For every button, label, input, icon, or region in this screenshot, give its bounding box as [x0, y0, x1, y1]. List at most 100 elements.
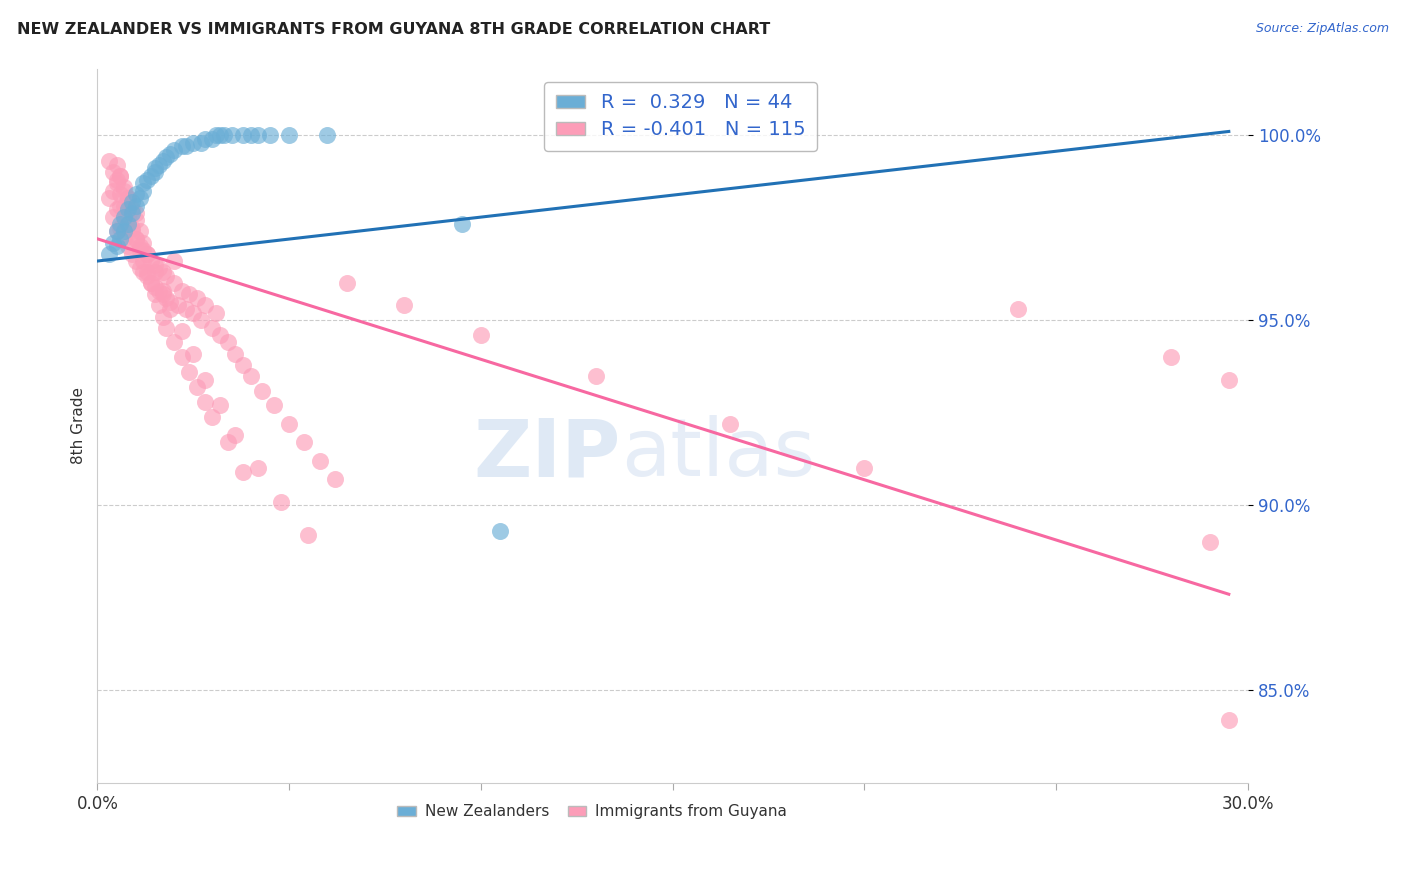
Point — [152, 154, 174, 169]
Point — [316, 128, 339, 143]
Point — [278, 417, 301, 431]
Point — [181, 346, 204, 360]
Point — [139, 254, 162, 268]
Point — [186, 291, 208, 305]
Point — [112, 184, 135, 198]
Point — [112, 198, 135, 212]
Point — [101, 210, 124, 224]
Point — [132, 235, 155, 250]
Point — [125, 213, 148, 227]
Point — [112, 180, 135, 194]
Point — [209, 399, 232, 413]
Point — [105, 224, 128, 238]
Point — [143, 165, 166, 179]
Point — [247, 128, 270, 143]
Point — [155, 291, 177, 305]
Point — [323, 473, 346, 487]
Point — [174, 302, 197, 317]
Point — [179, 365, 201, 379]
Point — [1007, 302, 1029, 317]
Point — [105, 176, 128, 190]
Point — [209, 328, 232, 343]
Point — [585, 368, 607, 383]
Point — [450, 217, 472, 231]
Point — [259, 128, 281, 143]
Point — [132, 184, 155, 198]
Point — [121, 246, 143, 260]
Point — [1160, 351, 1182, 365]
Point — [336, 277, 359, 291]
Point — [110, 169, 132, 183]
Point — [232, 128, 254, 143]
Point — [117, 191, 139, 205]
Point — [308, 454, 330, 468]
Point — [239, 128, 262, 143]
Point — [155, 320, 177, 334]
Point — [136, 268, 159, 283]
Point — [148, 298, 170, 312]
Y-axis label: 8th Grade: 8th Grade — [72, 387, 86, 464]
Point — [112, 210, 135, 224]
Point — [132, 176, 155, 190]
Text: NEW ZEALANDER VS IMMIGRANTS FROM GUYANA 8TH GRADE CORRELATION CHART: NEW ZEALANDER VS IMMIGRANTS FROM GUYANA … — [17, 22, 770, 37]
Point — [136, 246, 159, 260]
Point — [105, 224, 128, 238]
Point — [121, 202, 143, 217]
Point — [148, 284, 170, 298]
Point — [139, 169, 162, 183]
Point — [718, 417, 741, 431]
Point — [128, 261, 150, 276]
Point — [194, 132, 217, 146]
Point — [159, 302, 181, 317]
Point — [112, 210, 135, 224]
Point — [97, 246, 120, 260]
Point — [117, 191, 139, 205]
Point — [110, 198, 132, 212]
Point — [186, 380, 208, 394]
Point — [190, 313, 212, 327]
Point — [117, 217, 139, 231]
Point — [170, 139, 193, 153]
Point — [112, 232, 135, 246]
Point — [110, 217, 132, 231]
Point — [174, 139, 197, 153]
Point — [110, 187, 132, 202]
Point — [209, 128, 232, 143]
Point — [190, 136, 212, 150]
Point — [143, 280, 166, 294]
Point — [159, 146, 181, 161]
Point — [201, 409, 224, 424]
Point — [181, 136, 204, 150]
Point — [170, 351, 193, 365]
Point — [252, 384, 274, 398]
Point — [139, 277, 162, 291]
Point — [224, 346, 246, 360]
Point — [205, 306, 228, 320]
Point — [205, 128, 228, 143]
Point — [132, 254, 155, 268]
Point — [121, 206, 143, 220]
Point — [128, 191, 150, 205]
Point — [125, 198, 148, 212]
Point — [170, 284, 193, 298]
Point — [117, 202, 139, 217]
Point — [152, 287, 174, 301]
Point — [97, 191, 120, 205]
Legend: New Zealanders, Immigrants from Guyana: New Zealanders, Immigrants from Guyana — [391, 798, 793, 825]
Text: atlas: atlas — [621, 416, 815, 493]
Point — [136, 172, 159, 186]
Point — [121, 194, 143, 209]
Point — [152, 265, 174, 279]
Point — [110, 232, 132, 246]
Point — [221, 128, 243, 143]
Point — [139, 277, 162, 291]
Point — [232, 465, 254, 479]
Point — [247, 461, 270, 475]
Point — [194, 372, 217, 386]
Point — [132, 265, 155, 279]
Point — [155, 150, 177, 164]
Point — [143, 258, 166, 272]
Point — [239, 368, 262, 383]
Point — [163, 143, 186, 157]
Point — [121, 224, 143, 238]
